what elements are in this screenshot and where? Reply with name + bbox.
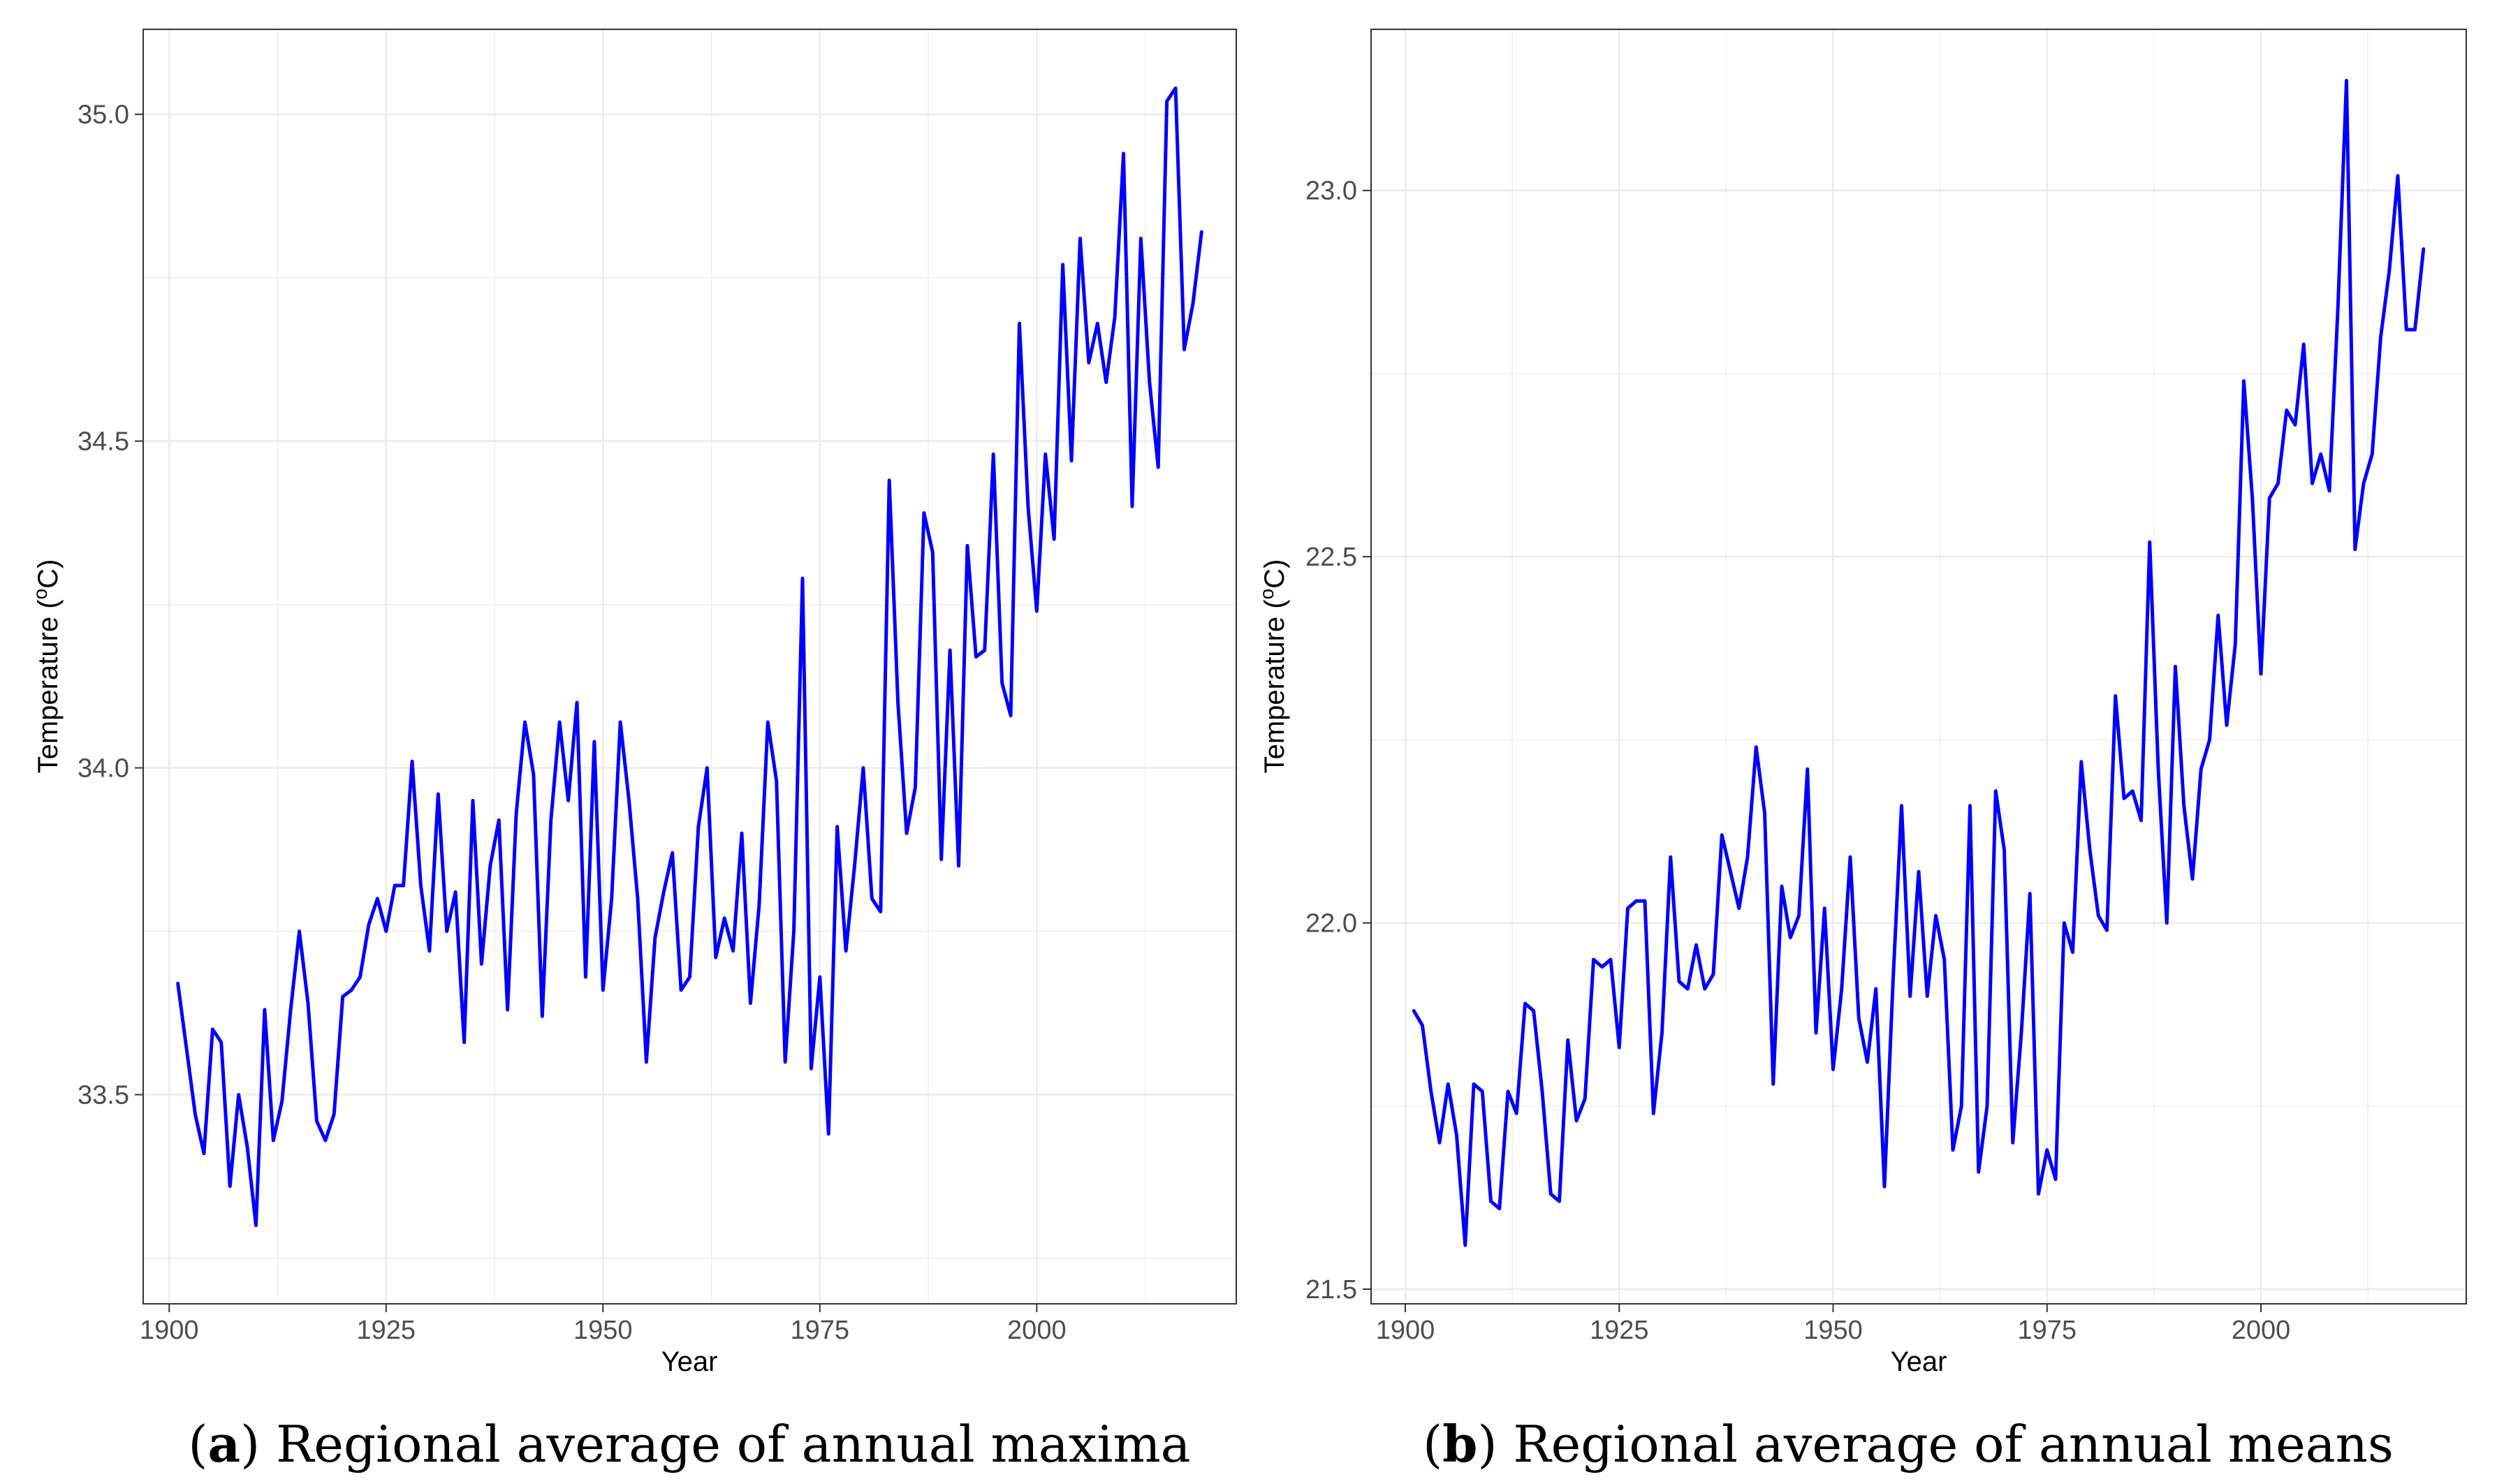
panel-annual-means: 1900 1925 1950 1975 2000 21.5 22.0 22.5 23.0 Yea… <box>1256 29 2467 1377</box>
tick-label-y-annual-means: 22.0 <box>1305 909 1357 939</box>
tick-label-y-annual-means: 22.5 <box>1305 543 1357 572</box>
panel-border-annual-maxima <box>142 29 1237 1305</box>
plot-area-annual-means <box>1371 29 2466 1304</box>
tick-label-x-annual-maxima: 1950 <box>573 1316 633 1345</box>
tick-label-y-annual-maxima: 33.5 <box>78 1081 129 1110</box>
tick-label-x-annual-maxima: 1925 <box>357 1316 416 1345</box>
series-annual-means <box>1412 78 2426 1247</box>
tick-label-y-annual-maxima: 34.5 <box>78 427 129 457</box>
gridlines-annual-maxima <box>143 29 1236 1304</box>
series-line-annual-means <box>1412 78 2426 1247</box>
tick-label-x-annual-maxima: 1900 <box>140 1316 199 1345</box>
tick-label-y-annual-means: 21.5 <box>1305 1275 1357 1305</box>
caption-annual-means: (b) Regional average of annual means <box>1423 1414 2394 1474</box>
caption-label-a: a <box>208 1414 241 1474</box>
panel-annual-maxima: 1900 1925 1950 1975 2000 33.5 34.0 34.5 35.0 Yea… <box>29 29 1237 1377</box>
tick-label-x-annual-maxima: 2000 <box>1007 1316 1067 1345</box>
tick-label-x-annual-means: 2000 <box>2232 1316 2291 1345</box>
plot-area-annual-maxima <box>143 29 1236 1304</box>
series-line-annual-maxima <box>176 86 1203 1228</box>
tick-label-y-annual-maxima: 35.0 <box>78 101 129 130</box>
tick-label-y-annual-maxima: 34.0 <box>78 754 129 784</box>
tick-label-x-annual-means: 1900 <box>1376 1316 1435 1345</box>
tick-label-x-annual-means: 1975 <box>2017 1316 2077 1345</box>
y-axis-title-annual-maxima: Temperature (oC) <box>29 559 64 774</box>
caption-label-b: b <box>1442 1414 1477 1474</box>
ticks-annual-means: 1900 1925 1950 1975 2000 21.5 22.0 22.5 23.0 <box>1305 177 2290 1345</box>
gridlines-annual-means <box>1371 29 2466 1304</box>
panel-border-annual-means <box>1370 29 2467 1305</box>
tick-label-y-annual-means: 23.0 <box>1305 177 1357 206</box>
x-axis-title-annual-maxima: Year <box>661 1346 718 1377</box>
tick-label-x-annual-means: 1950 <box>1803 1316 1863 1345</box>
caption-annual-maxima: (a) Regional average of annual maxima <box>188 1414 1190 1474</box>
ticks-annual-maxima: 1900 1925 1950 1975 2000 33.5 34.0 34.5 35.0 <box>78 101 1067 1345</box>
y-axis-title-annual-means: Temperature (oC) <box>1256 559 1291 774</box>
x-axis-title-annual-means: Year <box>1891 1346 1947 1377</box>
tick-label-x-annual-means: 1925 <box>1590 1316 1649 1345</box>
tick-label-x-annual-maxima: 1975 <box>791 1316 850 1345</box>
series-annual-maxima <box>176 86 1203 1228</box>
